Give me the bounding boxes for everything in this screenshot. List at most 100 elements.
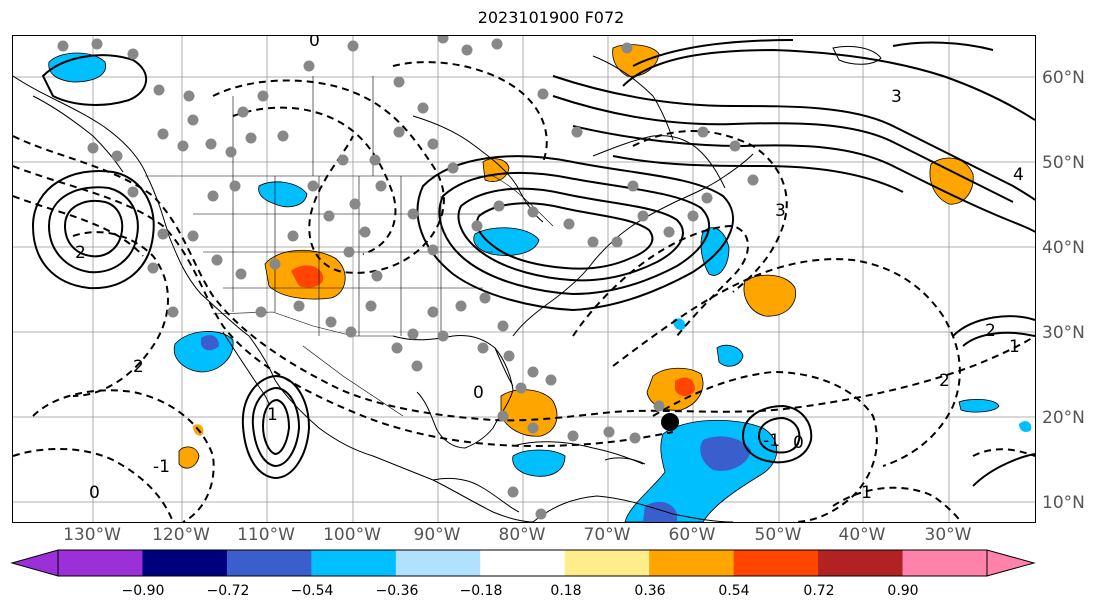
contour-solid-band-4 — [612, 155, 904, 193]
lat-label-40n: 40°N — [1042, 238, 1085, 258]
coast-cuba — [512, 441, 644, 465]
colorbar-border — [57, 549, 988, 577]
contour-label: 3 — [775, 201, 786, 221]
contour-dashed-3 — [13, 195, 144, 257]
station-dot — [371, 270, 383, 282]
shade-neg-small1 — [716, 344, 744, 367]
lon-label-100w: 100°W — [323, 525, 381, 545]
colorbar-tick-label: −0.72 — [206, 583, 250, 599]
station-dot — [621, 42, 633, 54]
contour-solid-low-4 — [476, 202, 654, 270]
contour-dashed-1 — [13, 135, 1035, 422]
contour-label: 0 — [89, 483, 100, 503]
station-dot — [359, 226, 371, 238]
station-dot — [497, 410, 509, 422]
contour-solid-low-3 — [457, 187, 684, 282]
coastlines — [13, 45, 882, 522]
contour-label: 4 — [1013, 165, 1024, 185]
contour-dashed-10 — [32, 389, 215, 522]
station-markers — [57, 36, 759, 520]
station-dot — [157, 228, 169, 240]
contour-dashed-15 — [632, 130, 788, 293]
station-dot — [153, 84, 165, 96]
contour-dashed-11 — [13, 447, 174, 522]
colorbar-tick-label: −0.36 — [375, 583, 419, 599]
coast-northamerica-west — [13, 75, 276, 381]
station-dot — [127, 186, 139, 198]
contour-solid-west-high-2 — [47, 186, 139, 274]
station-dot — [503, 350, 515, 362]
contour-label: 0 — [309, 36, 320, 51]
station-dot — [411, 360, 423, 372]
colorbar-bin — [902, 550, 988, 576]
colorbar — [10, 549, 1036, 577]
station-dot — [183, 90, 195, 102]
lon-label-110w: 110°W — [237, 525, 295, 545]
station-dot — [461, 44, 473, 56]
station-dot — [493, 200, 505, 212]
contour-solid-mexico-3 — [261, 398, 291, 456]
station-dot — [427, 138, 439, 150]
contour-solid-east-1 — [952, 315, 1035, 337]
station-dot — [567, 430, 579, 442]
station-dot — [91, 38, 103, 50]
contour-solid-mexico-1 — [241, 374, 311, 480]
colorbar-tick-label: 0.72 — [803, 583, 835, 599]
shade-neg-small4 — [1019, 421, 1032, 432]
station-dot — [491, 38, 503, 50]
lat-label-30n: 30°N — [1042, 323, 1085, 343]
station-dot — [167, 306, 179, 318]
shaded-anomalies — [48, 44, 1032, 522]
lon-label-30w: 30°W — [924, 525, 972, 545]
coast-iceland — [832, 45, 882, 65]
station-dot — [571, 126, 583, 138]
colorbar-bin — [818, 550, 904, 576]
station-dot — [391, 342, 403, 354]
station-dot — [637, 210, 649, 222]
station-dot — [437, 330, 449, 342]
station-dot — [157, 128, 169, 140]
border-mexico-states — [302, 345, 404, 417]
station-dot — [455, 300, 467, 312]
station-dot — [535, 508, 547, 520]
station-dot — [507, 486, 519, 498]
contour-solid-low-2 — [438, 171, 710, 296]
station-dot — [687, 210, 699, 222]
station-dot — [303, 60, 315, 72]
lon-label-80w: 80°W — [498, 525, 546, 545]
shade-neg-south-strong — [700, 436, 751, 471]
contour-label: 0 — [793, 433, 804, 453]
contour-solid-east-2 — [962, 331, 1035, 347]
station-dot — [349, 198, 361, 210]
colorbar-tick-label: 0.18 — [550, 583, 582, 599]
colorbar-tick-label: −0.18 — [459, 583, 503, 599]
lat-label-50n: 50°N — [1042, 153, 1085, 173]
station-dot — [393, 126, 405, 138]
colorbar-bin — [649, 550, 735, 576]
contour-solid-north-loop — [892, 41, 994, 51]
border-us-canada — [145, 175, 554, 227]
station-dot — [407, 328, 419, 340]
contour-dashed-2 — [13, 165, 674, 448]
station-dot — [527, 366, 539, 378]
station-dot — [603, 426, 615, 438]
contour-solid-band-5 — [622, 48, 1035, 121]
graticule — [13, 36, 1035, 522]
station-dot — [177, 140, 189, 152]
coast-mexico-west — [274, 379, 534, 522]
station-dot — [537, 88, 549, 100]
coast-centralamerica — [432, 477, 520, 513]
shade-neg-small2 — [958, 398, 1000, 413]
station-dot — [563, 218, 575, 230]
colorbar-tick-label: −0.90 — [121, 583, 165, 599]
station-dot — [293, 300, 305, 312]
lat-label-10n: 10°N — [1042, 493, 1085, 513]
station-dot — [629, 432, 641, 444]
contour-label: -1 — [763, 431, 780, 451]
station-dot — [211, 254, 223, 266]
station-dot — [417, 102, 429, 114]
station-dot — [345, 326, 357, 338]
station-dot — [375, 180, 387, 192]
contours-dashed — [13, 61, 1035, 522]
colorbar-tick-label: 0.36 — [634, 583, 666, 599]
